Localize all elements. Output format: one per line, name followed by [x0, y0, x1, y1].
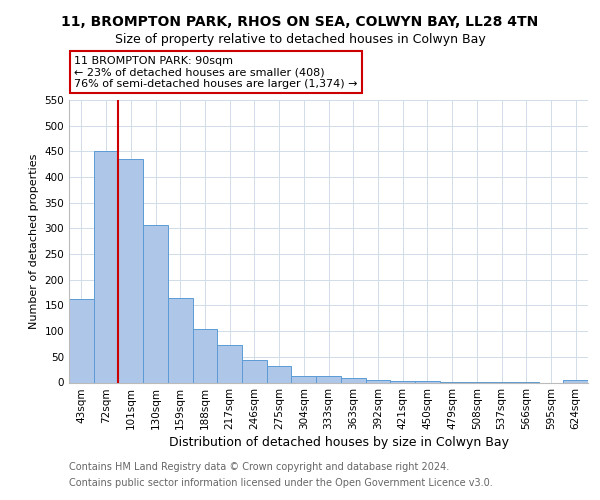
Bar — [193, 328, 217, 382]
Text: 11, BROMPTON PARK, RHOS ON SEA, COLWYN BAY, LL28 4TN: 11, BROMPTON PARK, RHOS ON SEA, COLWYN B… — [61, 15, 539, 29]
Text: Size of property relative to detached houses in Colwyn Bay: Size of property relative to detached ho… — [115, 32, 485, 46]
Text: Contains HM Land Registry data © Crown copyright and database right 2024.: Contains HM Land Registry data © Crown c… — [69, 462, 449, 472]
Bar — [217, 345, 242, 383]
Bar — [94, 152, 118, 382]
Bar — [69, 299, 94, 382]
Text: Contains public sector information licensed under the Open Government Licence v3: Contains public sector information licen… — [69, 478, 493, 488]
Bar — [242, 360, 267, 382]
Bar — [341, 378, 365, 382]
Text: Distribution of detached houses by size in Colwyn Bay: Distribution of detached houses by size … — [169, 436, 509, 449]
Bar — [365, 380, 390, 382]
Text: 11 BROMPTON PARK: 90sqm
← 23% of detached houses are smaller (408)
76% of semi-d: 11 BROMPTON PARK: 90sqm ← 23% of detache… — [74, 56, 358, 88]
Bar — [563, 380, 588, 382]
Y-axis label: Number of detached properties: Number of detached properties — [29, 154, 39, 329]
Bar — [292, 376, 316, 382]
Bar — [267, 366, 292, 382]
Bar — [316, 376, 341, 382]
Bar — [168, 298, 193, 382]
Bar — [143, 225, 168, 382]
Bar — [118, 159, 143, 382]
